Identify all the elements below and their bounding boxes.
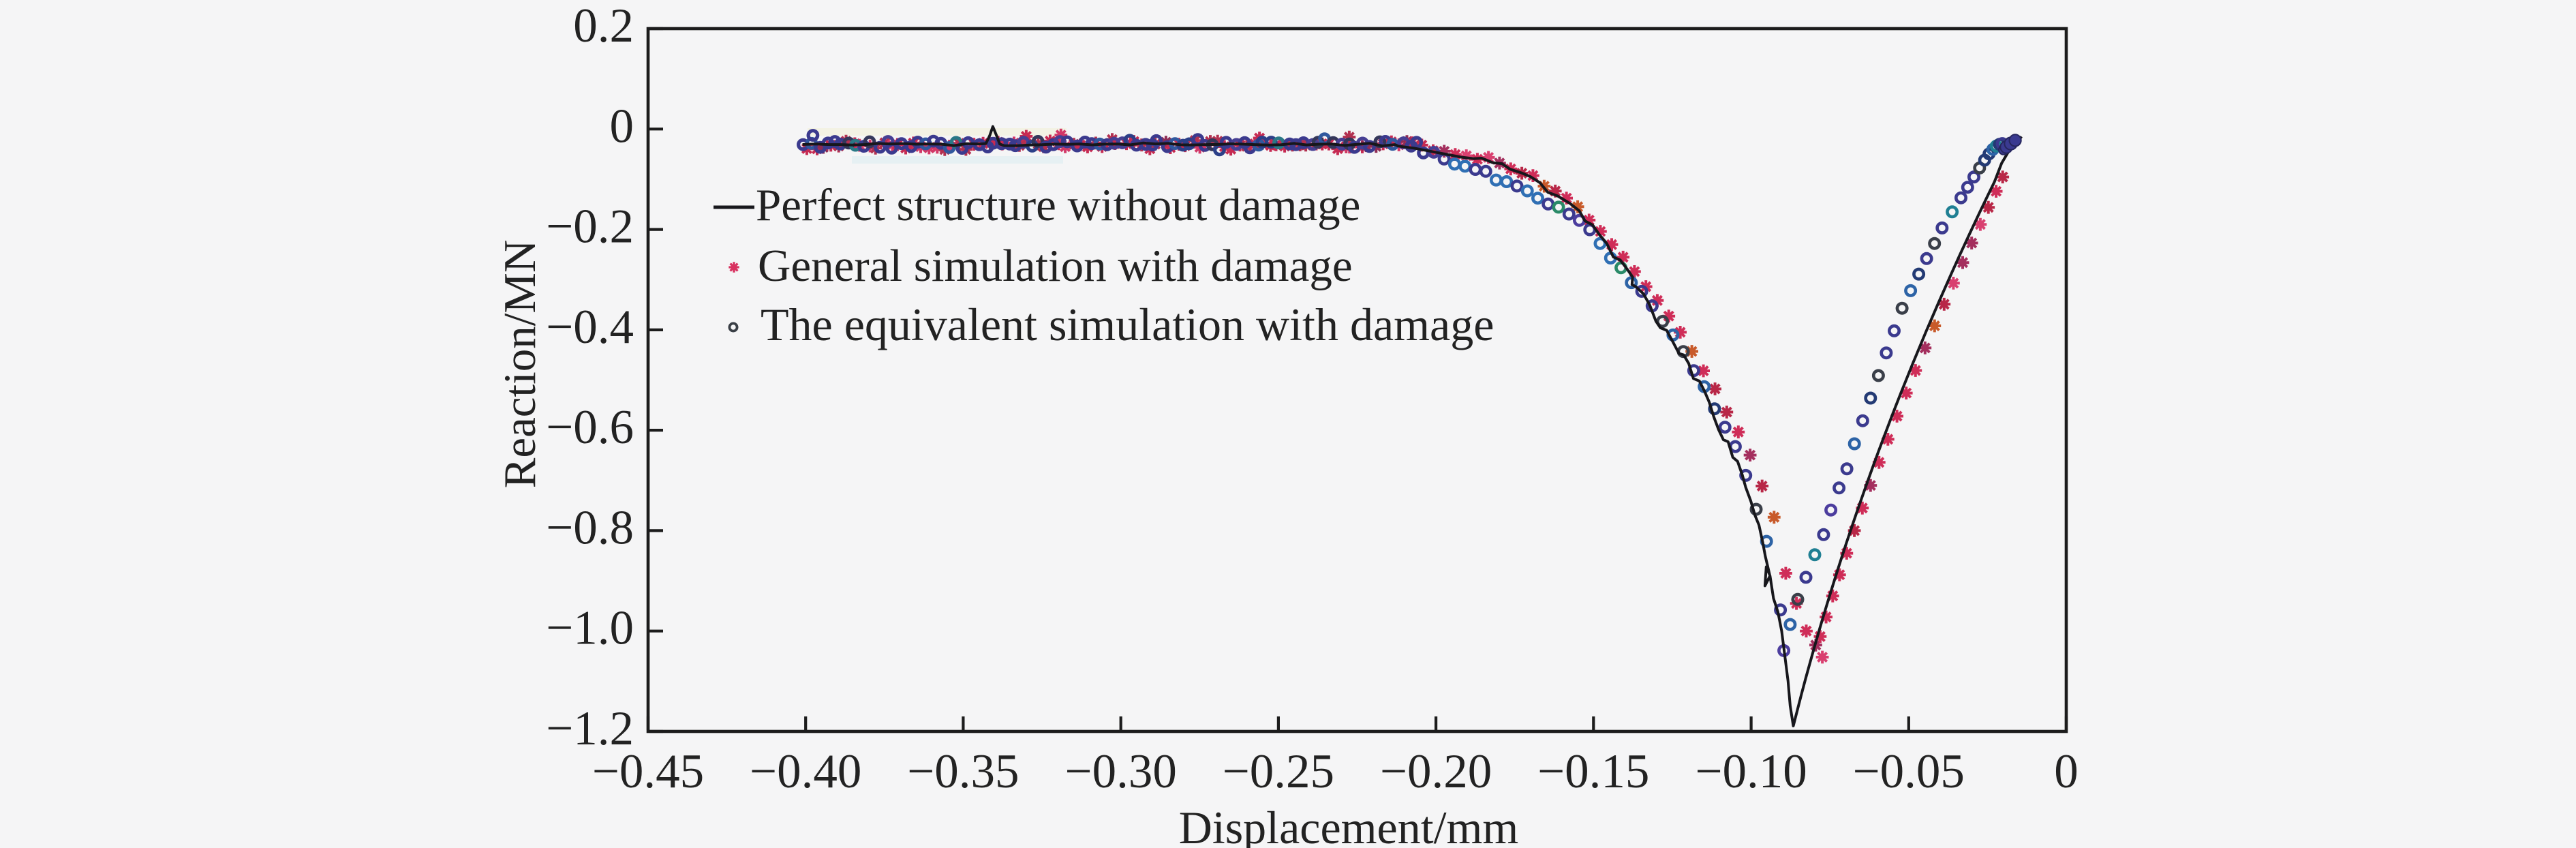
svg-text:0: 0 xyxy=(610,100,634,153)
svg-text:Displacement/mm: Displacement/mm xyxy=(1179,802,1519,848)
svg-text:−0.8: −0.8 xyxy=(546,501,634,554)
svg-text:−0.15: −0.15 xyxy=(1537,745,1649,798)
svg-text:The equivalent simulation with: The equivalent simulation with damage xyxy=(761,299,1494,350)
svg-text:Reaction/MN: Reaction/MN xyxy=(495,240,545,489)
svg-text:0.2: 0.2 xyxy=(573,0,634,52)
svg-text:−0.05: −0.05 xyxy=(1853,745,1965,798)
svg-text:−0.35: −0.35 xyxy=(907,745,1019,798)
svg-text:−0.25: −0.25 xyxy=(1223,745,1334,798)
svg-text:−0.4: −0.4 xyxy=(546,301,634,354)
svg-text:0: 0 xyxy=(2054,745,2079,798)
svg-text:−0.10: −0.10 xyxy=(1695,745,1807,798)
svg-text:−0.2: −0.2 xyxy=(546,200,634,254)
svg-text:−0.6: −0.6 xyxy=(546,401,634,454)
svg-text:−0.40: −0.40 xyxy=(750,745,861,798)
svg-text:−1.0: −1.0 xyxy=(546,602,634,655)
svg-text:−0.30: −0.30 xyxy=(1065,745,1177,798)
svg-text:−0.45: −0.45 xyxy=(592,745,704,798)
svg-text:Perfect structure without dama: Perfect structure without damage xyxy=(756,180,1360,230)
svg-text:−1.2: −1.2 xyxy=(546,702,634,755)
svg-text:−0.20: −0.20 xyxy=(1380,745,1492,798)
svg-text:General simulation with damage: General simulation with damage xyxy=(758,241,1353,291)
